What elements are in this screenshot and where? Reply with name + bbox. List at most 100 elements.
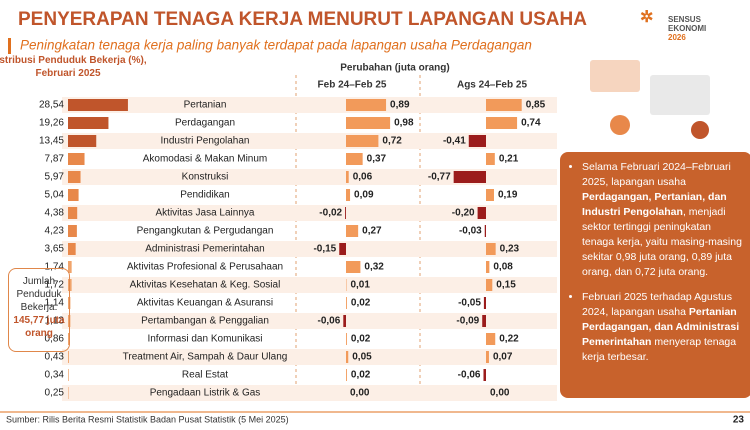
value-label: -0,77 bbox=[428, 172, 451, 183]
logo-text: 2026 bbox=[668, 33, 686, 42]
category-label: Real Estat bbox=[182, 370, 228, 381]
value-label: 5,04 bbox=[45, 190, 65, 201]
bar bbox=[486, 243, 496, 255]
value-label: 28,54 bbox=[39, 100, 64, 111]
value-label: -0,20 bbox=[452, 208, 475, 219]
bar bbox=[68, 99, 128, 111]
bar bbox=[68, 225, 77, 237]
value-label: 4,23 bbox=[45, 226, 65, 237]
bar bbox=[346, 117, 391, 129]
value-label: 0,86 bbox=[45, 334, 65, 345]
bar bbox=[68, 261, 72, 273]
note-text: Perdagangan, Pertanian, dan Industri Pen… bbox=[582, 191, 727, 218]
category-label: Akomodasi & Makan Minum bbox=[143, 154, 268, 165]
note: Selama Februari 2024–Februari 2025, lapa… bbox=[582, 160, 746, 280]
change-header: Perubahan (juta orang) bbox=[340, 63, 449, 74]
value-label: 0,89 bbox=[390, 100, 410, 111]
category-label: Pertanian bbox=[184, 100, 227, 111]
value-label: 0,85 bbox=[526, 100, 546, 111]
value-label: 1,74 bbox=[45, 262, 65, 273]
illustration bbox=[590, 60, 640, 92]
bar bbox=[346, 135, 379, 147]
bar bbox=[68, 243, 76, 255]
bar bbox=[346, 171, 349, 183]
value-label: 5,97 bbox=[45, 172, 65, 183]
total-label: Jumlah Penduduk Bekerja: bbox=[16, 276, 62, 313]
bar bbox=[486, 189, 494, 201]
row-stripe bbox=[62, 241, 557, 257]
subtitle: Peningkatan tenaga kerja paling banyak t… bbox=[20, 38, 532, 53]
bar bbox=[482, 315, 486, 327]
row-stripe bbox=[62, 385, 557, 401]
value-label: 0,37 bbox=[367, 154, 387, 165]
source: Sumber: Rilis Berita Resmi Statistik Bad… bbox=[6, 414, 289, 424]
note: Februari 2025 terhadap Agustus 2024, lap… bbox=[582, 290, 746, 365]
value-label: 0,00 bbox=[350, 388, 370, 399]
value-label: 0,22 bbox=[499, 334, 519, 345]
value-label: -0,06 bbox=[458, 370, 481, 381]
value-label: 13,45 bbox=[39, 136, 64, 147]
category-label: Pendidikan bbox=[180, 190, 229, 201]
bar bbox=[468, 135, 486, 147]
bar bbox=[346, 225, 359, 237]
value-label: 0,08 bbox=[493, 262, 513, 273]
value-label: -0,03 bbox=[459, 226, 482, 237]
value-label: 0,72 bbox=[382, 136, 402, 147]
value-label: 7,87 bbox=[45, 154, 65, 165]
bar bbox=[346, 333, 347, 345]
category-label: Aktivitas Kesehatan & Keg. Sosial bbox=[130, 280, 281, 291]
logo-text: SENSUS bbox=[668, 15, 702, 24]
bar bbox=[484, 225, 486, 237]
value-label: 0,02 bbox=[351, 370, 371, 381]
category-label: Pengadaan Listrik & Gas bbox=[150, 388, 261, 399]
illustration bbox=[610, 115, 630, 135]
value-label: 0,21 bbox=[499, 154, 519, 165]
bar bbox=[346, 153, 363, 165]
category-label: Informasi dan Komunikasi bbox=[147, 334, 262, 345]
value-label: 0,32 bbox=[364, 262, 384, 273]
bar bbox=[486, 117, 518, 129]
value-label: 0,27 bbox=[362, 226, 382, 237]
bar bbox=[486, 99, 522, 111]
category-label: Aktivitas Keuangan & Asuransi bbox=[137, 298, 273, 309]
bar bbox=[477, 207, 486, 219]
note-text: menyerap tenaga kerja terbesar. bbox=[582, 336, 737, 363]
row-stripe bbox=[62, 313, 557, 329]
bar bbox=[486, 261, 490, 273]
bar bbox=[68, 207, 78, 219]
value-label: 0,09 bbox=[354, 190, 374, 201]
bar bbox=[486, 351, 489, 363]
bar bbox=[346, 261, 361, 273]
illustration bbox=[650, 75, 710, 115]
note-text: Februari 2025 terhadap Agustus 2024, lap… bbox=[582, 291, 733, 318]
illustration bbox=[691, 121, 709, 139]
bar bbox=[346, 351, 349, 363]
bar bbox=[486, 153, 495, 165]
value-label: 1,13 bbox=[45, 316, 65, 327]
bar bbox=[68, 333, 70, 345]
value-label: 0,19 bbox=[498, 190, 518, 201]
logo-text: EKONOMI bbox=[668, 24, 706, 33]
category-label: Aktivitas Profesional & Perusahaan bbox=[127, 262, 283, 273]
value-label: 19,26 bbox=[39, 118, 64, 129]
row-stripe bbox=[62, 169, 557, 185]
bar bbox=[68, 135, 97, 147]
bar bbox=[339, 243, 346, 255]
value-label: 0,25 bbox=[45, 388, 65, 399]
accent bbox=[8, 38, 11, 54]
row-stripe bbox=[62, 133, 557, 149]
category-label: Administrasi Pemerintahan bbox=[145, 244, 265, 255]
value-label: 0,01 bbox=[350, 280, 370, 291]
note-text: Pertanian Perdagangan, dan Administrasi … bbox=[582, 306, 740, 348]
chart-title: Ags 24–Feb 25 bbox=[457, 80, 527, 91]
value-label: 0,34 bbox=[45, 370, 65, 381]
title: PENYERAPAN TENAGA KERJA MENURUT LAPANGAN… bbox=[18, 9, 587, 30]
value-label: 0,74 bbox=[521, 118, 541, 129]
bar bbox=[68, 351, 69, 363]
value-label: 0,05 bbox=[352, 352, 372, 363]
value-label: 0,07 bbox=[493, 352, 513, 363]
value-label: -0,05 bbox=[458, 298, 481, 309]
row-stripe bbox=[62, 205, 557, 221]
value-label: 0,23 bbox=[500, 244, 520, 255]
